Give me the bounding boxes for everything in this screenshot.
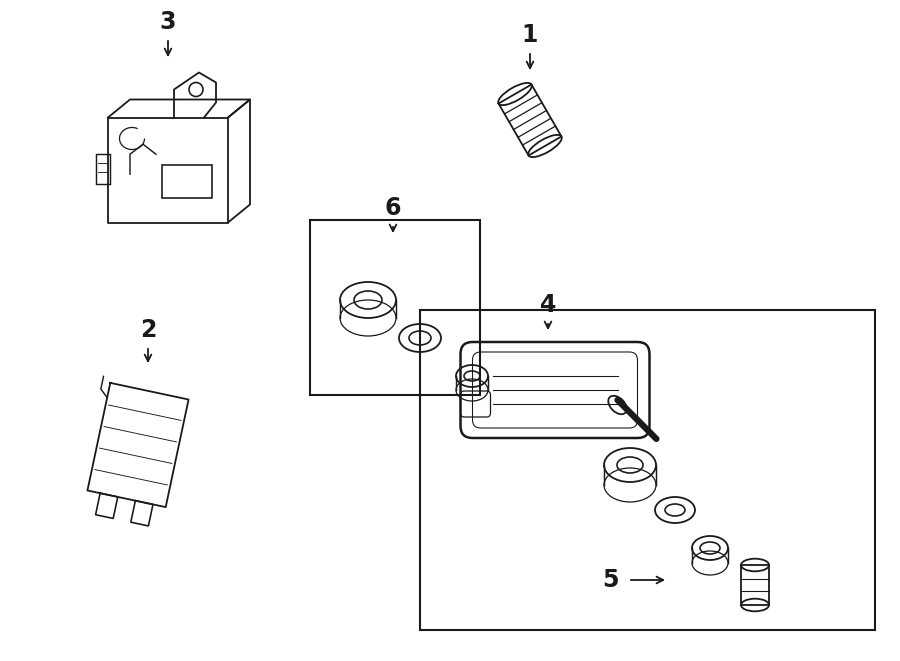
Bar <box>310 220 480 395</box>
Text: 3: 3 <box>160 10 176 34</box>
Bar <box>741 565 769 605</box>
Text: 6: 6 <box>385 196 401 220</box>
Text: 5: 5 <box>602 568 618 592</box>
Bar <box>162 165 212 198</box>
Bar <box>420 310 875 630</box>
Text: 1: 1 <box>522 23 538 47</box>
Bar <box>96 154 110 184</box>
Text: 4: 4 <box>540 293 556 317</box>
Text: 2: 2 <box>140 318 157 342</box>
